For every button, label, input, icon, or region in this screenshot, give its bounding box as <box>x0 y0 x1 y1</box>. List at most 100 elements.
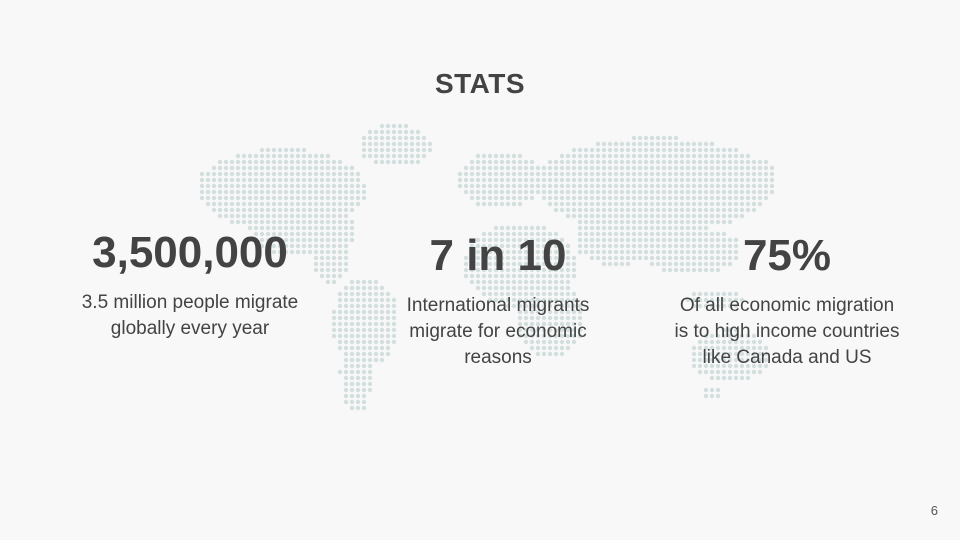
map-dot <box>313 255 319 261</box>
map-dot <box>601 261 607 267</box>
map-dot <box>529 345 535 351</box>
map-dot <box>607 261 613 267</box>
map-dot <box>733 303 739 309</box>
map-dot <box>223 195 229 201</box>
map-dot <box>259 237 265 243</box>
map-dot <box>523 249 529 255</box>
map-dot <box>661 147 667 153</box>
map-dot <box>331 237 337 243</box>
map-dot <box>523 183 529 189</box>
map-dot <box>409 153 415 159</box>
map-dot <box>367 327 373 333</box>
map-dot <box>493 237 499 243</box>
map-dot <box>349 171 355 177</box>
map-dot <box>637 231 643 237</box>
map-dot <box>763 159 769 165</box>
map-dot <box>373 153 379 159</box>
map-dot <box>289 183 295 189</box>
map-dot <box>679 249 685 255</box>
map-dot <box>733 189 739 195</box>
map-dot <box>295 177 301 183</box>
map-dot <box>385 315 391 321</box>
map-dot <box>535 351 541 357</box>
map-dot <box>595 177 601 183</box>
map-dot <box>265 165 271 171</box>
map-dot <box>703 201 709 207</box>
map-dot <box>721 231 727 237</box>
map-dot <box>715 249 721 255</box>
map-dot <box>373 345 379 351</box>
map-dot <box>715 291 721 297</box>
map-dot <box>751 369 757 375</box>
map-dot <box>709 231 715 237</box>
map-dot <box>505 159 511 165</box>
map-dot <box>733 159 739 165</box>
map-dot <box>277 147 283 153</box>
map-dot <box>487 159 493 165</box>
map-dot <box>397 129 403 135</box>
map-dot <box>703 363 709 369</box>
map-dot <box>283 159 289 165</box>
map-dot <box>691 291 697 297</box>
map-dot <box>367 387 373 393</box>
map-dot <box>409 141 415 147</box>
map-dot <box>559 177 565 183</box>
map-dot <box>685 165 691 171</box>
map-dot <box>745 357 751 363</box>
map-dot <box>547 243 553 249</box>
map-dot <box>607 207 613 213</box>
map-dot <box>343 297 349 303</box>
map-dot <box>331 159 337 165</box>
map-dot <box>265 201 271 207</box>
map-dot <box>307 237 313 243</box>
map-dot <box>721 165 727 171</box>
map-dot <box>583 171 589 177</box>
map-dot <box>361 405 367 411</box>
map-dot <box>367 381 373 387</box>
map-dot <box>553 327 559 333</box>
map-dot <box>565 189 571 195</box>
map-dot <box>325 249 331 255</box>
map-dot <box>355 297 361 303</box>
map-dot <box>493 297 499 303</box>
map-dot <box>637 243 643 249</box>
map-dot <box>415 141 421 147</box>
map-dot <box>589 171 595 177</box>
map-dot <box>559 255 565 261</box>
map-dot <box>487 231 493 237</box>
map-dot <box>247 159 253 165</box>
map-dot <box>727 243 733 249</box>
map-dot <box>733 255 739 261</box>
map-dot <box>631 207 637 213</box>
map-dot <box>487 183 493 189</box>
map-dot <box>301 171 307 177</box>
map-dot <box>313 225 319 231</box>
map-dot <box>373 147 379 153</box>
map-dot <box>715 369 721 375</box>
map-dot <box>259 219 265 225</box>
map-dot <box>595 243 601 249</box>
map-dot <box>631 243 637 249</box>
map-dot <box>721 327 727 333</box>
map-dot <box>337 327 343 333</box>
map-dot <box>559 183 565 189</box>
map-dot <box>565 201 571 207</box>
map-dot <box>373 351 379 357</box>
map-dot <box>661 159 667 165</box>
map-dot <box>499 225 505 231</box>
map-dot <box>349 333 355 339</box>
map-dot <box>547 267 553 273</box>
map-dot <box>697 195 703 201</box>
map-dot <box>727 237 733 243</box>
map-dot <box>721 183 727 189</box>
map-dot <box>259 225 265 231</box>
map-dot <box>475 165 481 171</box>
map-dot <box>685 159 691 165</box>
map-dot <box>565 327 571 333</box>
map-dot <box>697 369 703 375</box>
map-dot <box>733 183 739 189</box>
map-dot <box>367 333 373 339</box>
map-dot <box>619 237 625 243</box>
map-dot <box>253 207 259 213</box>
